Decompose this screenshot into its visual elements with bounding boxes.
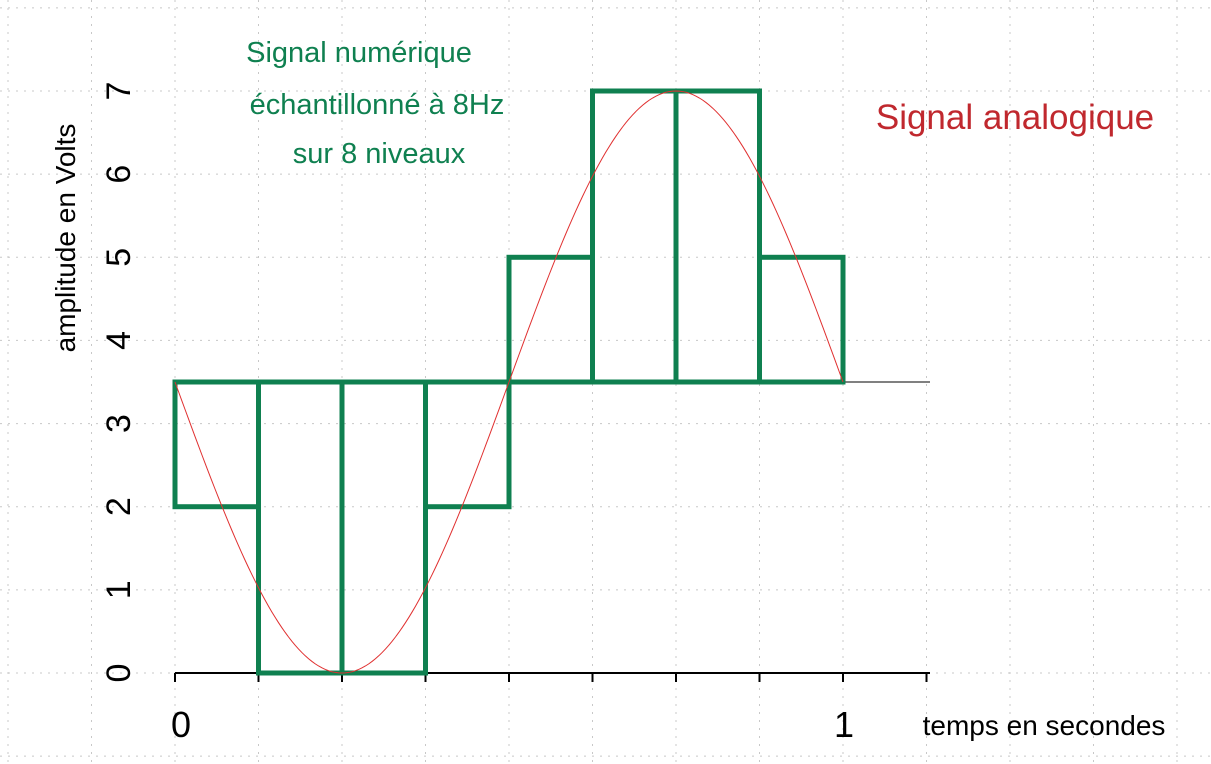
- y-tick-label: 7: [100, 82, 138, 101]
- y-tick-label: 6: [100, 165, 138, 184]
- digital-sample-bar: [673, 88, 762, 385]
- digital-title-line-1: Signal numérique: [246, 37, 472, 69]
- digital-signal-series: [172, 88, 846, 676]
- y-tick-label: 1: [100, 580, 138, 599]
- y-tick-label: 0: [100, 664, 138, 683]
- digital-sample-bar: [172, 379, 261, 510]
- y-tick-label: 2: [100, 497, 138, 516]
- y-tick-label: 5: [100, 248, 138, 267]
- y-tick-label: 4: [100, 331, 138, 350]
- x-tick-label: 1: [834, 704, 854, 745]
- digital-sample-bar: [757, 254, 846, 385]
- digital-sample-bar: [590, 88, 679, 385]
- y-tick-labels: 0 1 2 3 4 5 6 7: [100, 82, 138, 683]
- y-tick-label: 3: [100, 414, 138, 433]
- digital-sample-bar: [423, 379, 512, 510]
- digital-title-line-2: échantillonné à 8Hz: [250, 89, 505, 121]
- y-axis-title: amplitude en Volts: [50, 124, 81, 353]
- digital-sample-bar: [256, 379, 345, 676]
- x-tick-label: 0: [171, 704, 191, 745]
- analog-legend-label: Signal analogique: [876, 98, 1154, 137]
- x-axis-title: temps en secondes: [923, 710, 1166, 741]
- analog-signal-curve: [174, 90, 844, 674]
- digital-sample-bar: [339, 379, 428, 676]
- x-ticks: [174, 673, 928, 682]
- digital-title-line-3: sur 8 niveaux: [293, 138, 466, 170]
- digital-sample-bar: [506, 254, 595, 385]
